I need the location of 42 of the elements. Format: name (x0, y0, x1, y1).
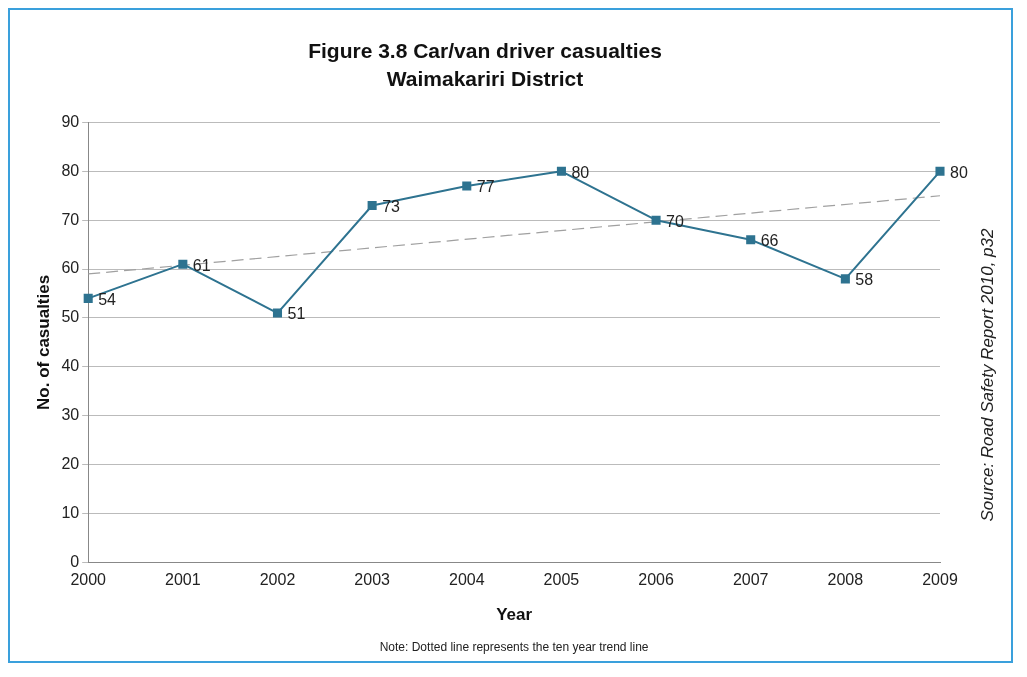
x-tick-label: 2009 (922, 571, 958, 589)
data-label: 80 (571, 163, 590, 181)
data-label: 66 (760, 232, 779, 250)
point (367, 200, 377, 211)
y-tick-label: 40 (61, 357, 80, 375)
y-tick-label: 80 (61, 161, 80, 179)
point (178, 259, 188, 269)
data-label: 58 (855, 271, 874, 289)
point (83, 293, 93, 303)
y-tick-label: 60 (61, 259, 80, 277)
point (840, 274, 850, 284)
x-tick-label: 2005 (543, 571, 580, 589)
y-tick-label: 10 (61, 503, 80, 521)
y-tick-label: 50 (61, 308, 80, 326)
x-tick-label: 2000 (70, 571, 107, 589)
x-tick-label: 2002 (259, 571, 296, 589)
point (556, 166, 566, 176)
y-axis-title: No. of casualties (33, 274, 53, 410)
text: Note: Dotted line represents the ten year trend line (379, 640, 649, 655)
y-tick-label: 30 (61, 406, 80, 424)
x-tick-label: 2007 (732, 571, 769, 589)
data-label: 54 (98, 290, 117, 308)
point (746, 235, 756, 245)
y-tick-label: 90 (61, 112, 80, 130)
source-note: Source: Road Safety Report 2010, p32 (977, 227, 997, 522)
chart-title: Figure 3.8 Car/van driver casualties (308, 39, 662, 63)
data-label: 73 (382, 197, 401, 215)
y-tick-label: 20 (61, 455, 80, 473)
data-label: 51 (287, 305, 306, 323)
x-tick-label: 2004 (448, 571, 485, 589)
point (272, 308, 283, 318)
x-tick-label: 2008 (827, 571, 864, 589)
point (651, 215, 661, 225)
data-label: 80 (950, 163, 968, 181)
x-tick-label: 2006 (638, 571, 674, 589)
point (462, 181, 472, 191)
x-tick-label: 2001 (165, 571, 201, 589)
x-tick-label: 2003 (354, 571, 391, 589)
point (935, 166, 945, 176)
y-tick-label: 70 (61, 210, 80, 228)
data-label: 61 (192, 256, 211, 274)
y-tick-label: 0 (70, 552, 80, 570)
